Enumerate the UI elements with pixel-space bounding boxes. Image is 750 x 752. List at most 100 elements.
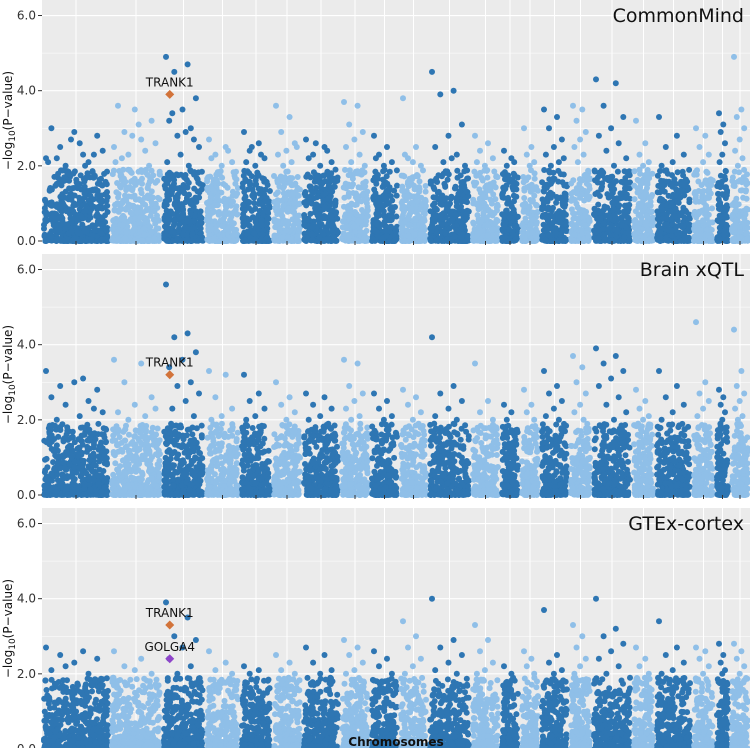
data-point bbox=[133, 205, 139, 211]
data-point bbox=[392, 238, 398, 244]
data-point bbox=[463, 211, 469, 217]
data-point bbox=[558, 231, 564, 237]
data-point bbox=[137, 179, 143, 185]
data-point bbox=[264, 235, 270, 241]
data-point bbox=[220, 181, 226, 187]
data-point bbox=[587, 218, 593, 224]
data-point bbox=[574, 191, 580, 197]
data-point bbox=[113, 189, 119, 195]
data-point bbox=[455, 199, 461, 205]
data-point bbox=[572, 197, 578, 203]
data-point bbox=[165, 188, 171, 194]
data-point bbox=[328, 170, 334, 176]
data-point bbox=[649, 171, 655, 177]
data-point bbox=[95, 204, 101, 210]
data-point bbox=[172, 217, 178, 223]
data-point bbox=[575, 215, 581, 221]
data-point bbox=[69, 228, 75, 234]
data-point bbox=[702, 180, 708, 186]
data-point bbox=[733, 218, 739, 224]
data-point bbox=[83, 208, 89, 214]
data-point bbox=[109, 226, 115, 232]
data-point bbox=[365, 213, 371, 219]
data-point bbox=[129, 194, 135, 200]
data-point bbox=[275, 189, 281, 195]
data-point bbox=[272, 233, 278, 239]
data-point bbox=[246, 199, 252, 205]
data-point bbox=[231, 169, 237, 175]
data-point bbox=[281, 190, 287, 196]
data-point bbox=[245, 229, 251, 235]
data-point bbox=[545, 199, 551, 205]
data-point bbox=[625, 215, 631, 221]
data-point bbox=[632, 196, 638, 202]
data-point bbox=[493, 220, 499, 226]
data-point bbox=[267, 205, 273, 211]
data-point bbox=[283, 196, 289, 202]
data-point bbox=[252, 225, 258, 231]
data-point bbox=[624, 202, 630, 208]
data-point bbox=[322, 204, 328, 210]
data-point bbox=[116, 209, 122, 215]
data-point bbox=[183, 172, 189, 178]
data-point bbox=[234, 191, 240, 197]
data-point bbox=[508, 201, 514, 207]
data-point bbox=[732, 199, 738, 205]
data-point bbox=[77, 140, 83, 146]
data-point bbox=[301, 200, 307, 206]
data-point bbox=[452, 233, 458, 239]
data-point bbox=[185, 185, 191, 191]
data-point bbox=[703, 195, 709, 201]
data-point bbox=[744, 171, 750, 177]
data-point bbox=[472, 183, 478, 189]
data-point bbox=[546, 213, 552, 219]
data-point bbox=[635, 225, 641, 231]
data-point bbox=[743, 178, 749, 184]
data-point bbox=[231, 238, 237, 244]
data-point bbox=[139, 190, 145, 196]
data-point bbox=[131, 226, 137, 232]
data-point bbox=[693, 199, 699, 205]
data-point bbox=[195, 176, 201, 182]
data-point bbox=[346, 190, 352, 196]
data-point bbox=[225, 226, 231, 232]
data-point bbox=[54, 204, 60, 210]
data-point bbox=[363, 218, 369, 224]
data-point bbox=[438, 212, 444, 218]
data-point bbox=[154, 213, 160, 219]
data-point bbox=[145, 172, 151, 178]
data-point bbox=[455, 191, 461, 197]
data-point bbox=[701, 188, 707, 194]
data-point bbox=[685, 186, 691, 192]
data-point bbox=[309, 231, 315, 237]
data-point bbox=[521, 195, 527, 201]
data-point bbox=[587, 194, 593, 200]
data-point bbox=[234, 212, 240, 218]
data-point bbox=[305, 194, 311, 200]
data-point bbox=[373, 181, 379, 187]
data-point bbox=[209, 226, 215, 232]
data-point bbox=[45, 211, 51, 217]
data-point bbox=[681, 223, 687, 229]
data-point bbox=[459, 224, 465, 230]
data-point bbox=[240, 184, 246, 190]
data-point bbox=[74, 179, 80, 185]
data-point bbox=[71, 200, 77, 206]
data-point bbox=[696, 209, 702, 215]
data-point bbox=[736, 234, 742, 240]
data-point bbox=[188, 201, 194, 207]
data-point bbox=[77, 201, 83, 207]
data-point bbox=[362, 183, 368, 189]
data-point bbox=[717, 213, 723, 219]
data-point bbox=[592, 177, 598, 183]
data-point bbox=[358, 230, 364, 236]
data-point bbox=[581, 208, 587, 214]
data-point bbox=[146, 238, 152, 244]
data-point bbox=[176, 221, 182, 227]
data-point bbox=[251, 200, 257, 206]
data-point bbox=[680, 172, 686, 178]
data-point bbox=[543, 224, 549, 230]
data-point bbox=[604, 205, 610, 211]
data-point bbox=[609, 187, 615, 193]
